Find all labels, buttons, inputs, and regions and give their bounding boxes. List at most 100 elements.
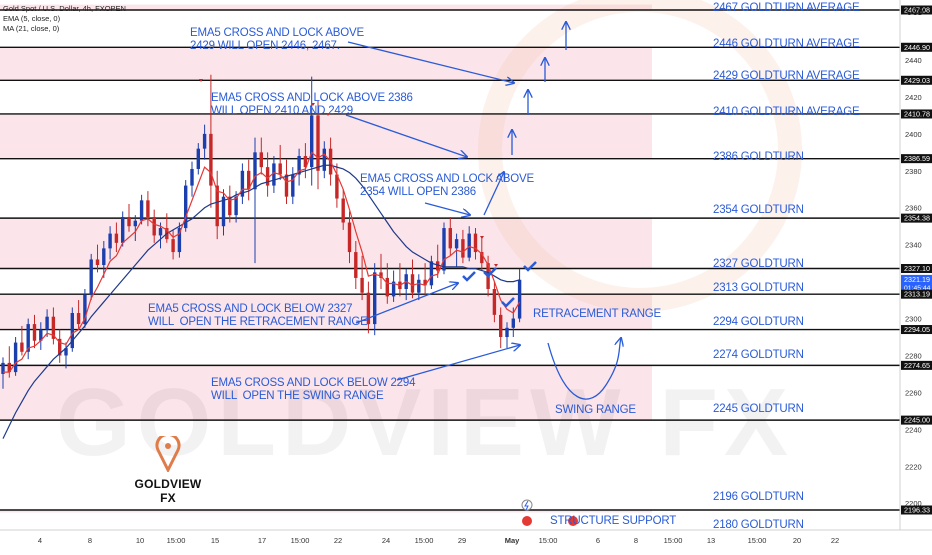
candle-body <box>26 324 30 352</box>
level-label-2313: 2313 GOLDTURN <box>713 282 804 294</box>
x-tick-label: 20 <box>793 536 801 545</box>
lightning-bolt-icon <box>524 500 529 511</box>
candle-body <box>108 233 112 249</box>
candle-body <box>448 228 452 249</box>
candle-body <box>240 170 245 197</box>
candle-body <box>429 261 434 286</box>
candle-body <box>278 163 282 175</box>
candle-body <box>127 216 131 227</box>
price-countdown-label: 01:45:44 <box>904 285 931 292</box>
price-tag-label: 2354.38 <box>904 214 930 223</box>
candle-body <box>303 156 308 168</box>
candle-body <box>316 115 320 171</box>
candle-body <box>480 252 484 264</box>
candle-body <box>45 316 49 330</box>
candle-body <box>354 252 358 278</box>
candle-body <box>7 362 11 373</box>
y-tick-label: 2360 <box>905 204 922 213</box>
annotation-above-2354: EMA5 CROSS AND LOCK ABOVE 2354 WILL OPEN… <box>360 173 534 198</box>
candle-body <box>190 168 194 186</box>
candle-body <box>442 228 446 271</box>
annotation-above-2386: EMA5 CROSS AND LOCK ABOVE 2386 WILL OPEN… <box>211 92 413 117</box>
us-flag-icon-2 <box>568 516 578 526</box>
candle-body <box>146 200 150 217</box>
ma21-line <box>2 164 520 439</box>
candle-body <box>64 348 68 356</box>
checkmark-icon-2 <box>501 297 515 308</box>
price-tag-bg <box>901 75 932 85</box>
candle-body <box>39 329 43 341</box>
candle-body <box>51 316 56 339</box>
candle-body <box>20 342 24 352</box>
y-tick-label: 2340 <box>905 241 922 250</box>
x-tick-label: 15 <box>211 536 219 545</box>
lightning-event-icon <box>521 499 533 511</box>
watermark-ring <box>478 0 802 312</box>
x-tick-label: 13 <box>707 536 715 545</box>
level-label-2180: 2180 GOLDTURN <box>713 519 804 531</box>
candle-body <box>70 313 74 349</box>
candle-body <box>335 174 339 199</box>
swing-range-curve <box>547 338 621 400</box>
label-column-bg <box>652 0 900 530</box>
candle-body <box>228 196 232 216</box>
ema5-line <box>3 151 521 373</box>
price-tag-label: 2446.90 <box>904 43 930 52</box>
candle-body <box>291 174 295 197</box>
annotation-below-2294: EMA5 CROSS AND LOCK BELOW 2294 WILL OPEN… <box>211 377 416 402</box>
brand-text: GOLDVIEW FX <box>134 477 202 505</box>
candle-body <box>373 272 377 325</box>
signal-marker-1 <box>311 103 315 106</box>
annotation-below-2327: EMA5 CROSS AND LOCK BELOW 2327 WILL OPEN… <box>148 303 368 328</box>
arrow-up-retracement <box>355 283 458 324</box>
candle-body <box>234 196 238 216</box>
level-label-2410: 2410 GOLDTURN AVERAGE <box>713 106 860 118</box>
candle-body <box>114 233 119 243</box>
candle-body <box>360 277 364 293</box>
candle-body <box>196 148 200 169</box>
pink-band-6 <box>0 510 652 513</box>
y-tick-label: 2260 <box>905 388 922 397</box>
y-tick-label: 2200 <box>905 499 922 508</box>
level-label-2274: 2274 GOLDTURN <box>713 349 804 361</box>
y-tick-label: 2300 <box>905 315 922 324</box>
signal-marker-3 <box>480 236 484 239</box>
candle-body <box>310 115 314 168</box>
price-tag-bg <box>901 325 932 335</box>
price-tag-bg <box>901 42 932 52</box>
candle-body <box>284 174 289 197</box>
x-tick-label: 8 <box>88 536 92 545</box>
price-tag-label: 2321.19 <box>904 275 930 284</box>
candle-body <box>341 198 345 223</box>
candle-body <box>184 185 188 229</box>
candle-body <box>410 274 415 293</box>
candle-body <box>95 259 100 265</box>
candle-body <box>171 239 175 253</box>
structure-support-label: STRUCTURE SUPPORT <box>550 515 677 527</box>
y-tick-label: 2440 <box>905 56 922 65</box>
symbol-legend: Gold Spot / U.S. Dollar, 4h, FXOPEN <box>3 4 126 13</box>
candle-body <box>221 196 226 227</box>
y-tick-label: 2240 <box>905 425 922 434</box>
candle-body <box>209 133 213 186</box>
arrow-to-2386 <box>345 114 467 157</box>
candle-body <box>215 185 219 227</box>
arrow-up-1 <box>483 172 504 216</box>
price-tag-bg <box>901 289 932 299</box>
annotation-above-2429: EMA5 CROSS AND LOCK ABOVE 2429 WILL OPEN… <box>190 27 364 52</box>
candle-body <box>436 261 440 271</box>
candle-body <box>202 133 207 149</box>
candle-body <box>347 222 352 253</box>
candle-body <box>253 152 257 190</box>
candle-body <box>247 170 251 190</box>
level-label-2429: 2429 GOLDTURN AVERAGE <box>713 70 860 82</box>
level-label-2446: 2446 GOLDTURN AVERAGE <box>713 38 860 50</box>
level-label-2196: 2196 GOLDTURN <box>713 491 804 503</box>
candle-body <box>58 338 62 356</box>
candle-body <box>272 163 276 186</box>
candle-body <box>391 281 396 297</box>
x-tick-label: 17 <box>258 536 266 545</box>
x-tick-label: 6 <box>596 536 600 545</box>
